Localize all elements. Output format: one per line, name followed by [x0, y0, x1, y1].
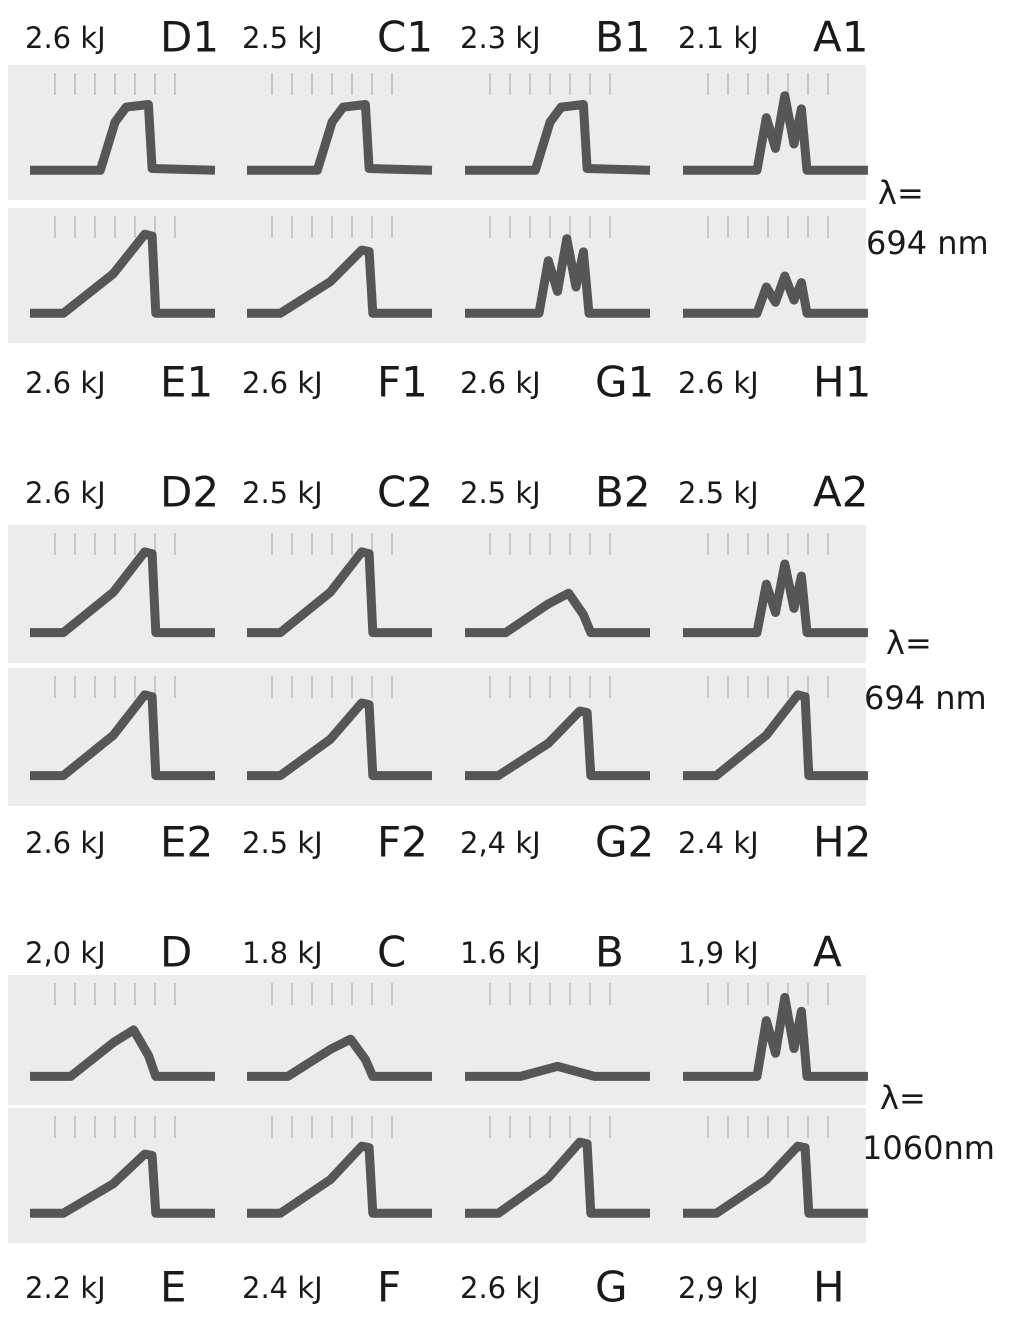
wavelength-label: 694 nm — [866, 224, 989, 262]
figure: 2.6 kJD12.5 kJC12.3 kJB12.1 kJA12.6 kJE1… — [0, 0, 1016, 1319]
shot-label: C2 — [377, 468, 433, 517]
energy-label: 2.5 kJ — [678, 476, 759, 510]
energy-label: 2.5 kJ — [242, 826, 323, 860]
shot-label: C — [377, 928, 406, 977]
energy-label: 2.4 kJ — [242, 1271, 323, 1305]
energy-label: 1,9 kJ — [678, 936, 759, 970]
shot-label: D2 — [160, 468, 219, 517]
shot-label: A1 — [813, 13, 868, 62]
shot-label: G2 — [595, 818, 654, 867]
shot-label: E — [160, 1263, 187, 1312]
shot-label: F — [377, 1263, 401, 1312]
trace-strip — [8, 668, 866, 806]
energy-label: 2.6 kJ — [460, 366, 541, 400]
shot-label: H2 — [813, 818, 871, 867]
wavelength-label: λ= — [886, 624, 932, 662]
energy-label: 2.6 kJ — [242, 366, 323, 400]
shot-label: F2 — [377, 818, 428, 867]
energy-label: 2.1 kJ — [678, 21, 759, 55]
shot-label: C1 — [377, 13, 433, 62]
wavelength-label: λ= — [878, 174, 924, 212]
shot-label: F1 — [377, 358, 428, 407]
shot-label: G — [595, 1263, 628, 1312]
energy-label: 2.5 kJ — [242, 476, 323, 510]
trace-strip — [8, 208, 866, 343]
energy-label: 2.6 kJ — [25, 366, 106, 400]
shot-label: H — [813, 1263, 845, 1312]
trace-strip — [8, 65, 866, 200]
energy-label: 2,0 kJ — [25, 936, 106, 970]
wavelength-label: 1060nm — [862, 1129, 995, 1167]
energy-label: 1.6 kJ — [460, 936, 541, 970]
energy-label: 2.6 kJ — [25, 476, 106, 510]
energy-label: 2.5 kJ — [460, 476, 541, 510]
energy-label: 2.6 kJ — [678, 366, 759, 400]
shot-label: D — [160, 928, 192, 977]
trace-strip — [8, 525, 866, 663]
shot-label: A — [813, 928, 842, 977]
shot-label: B2 — [595, 468, 651, 517]
wavelength-label: 694 nm — [864, 679, 987, 717]
shot-label: A2 — [813, 468, 868, 517]
shot-label: B1 — [595, 13, 651, 62]
page: 2.6 kJD12.5 kJC12.3 kJB12.1 kJA12.6 kJE1… — [0, 0, 1016, 1319]
shot-label: E1 — [160, 358, 213, 407]
energy-label: 2,4 kJ — [460, 826, 541, 860]
shot-label: D1 — [160, 13, 219, 62]
energy-label: 2.2 kJ — [25, 1271, 106, 1305]
energy-label: 2.6 kJ — [25, 21, 106, 55]
energy-label: 2.5 kJ — [242, 21, 323, 55]
energy-label: 2.6 kJ — [460, 1271, 541, 1305]
wavelength-label: λ= — [880, 1079, 926, 1117]
shot-label: B — [595, 928, 624, 977]
energy-label: 2.3 kJ — [460, 21, 541, 55]
energy-label: 2,9 kJ — [678, 1271, 759, 1305]
trace-strip — [8, 1108, 866, 1243]
energy-label: 2.4 kJ — [678, 826, 759, 860]
shot-label: G1 — [595, 358, 654, 407]
energy-label: 2.6 kJ — [25, 826, 106, 860]
shot-label: H1 — [813, 358, 871, 407]
energy-label: 1.8 kJ — [242, 936, 323, 970]
shot-label: E2 — [160, 818, 213, 867]
